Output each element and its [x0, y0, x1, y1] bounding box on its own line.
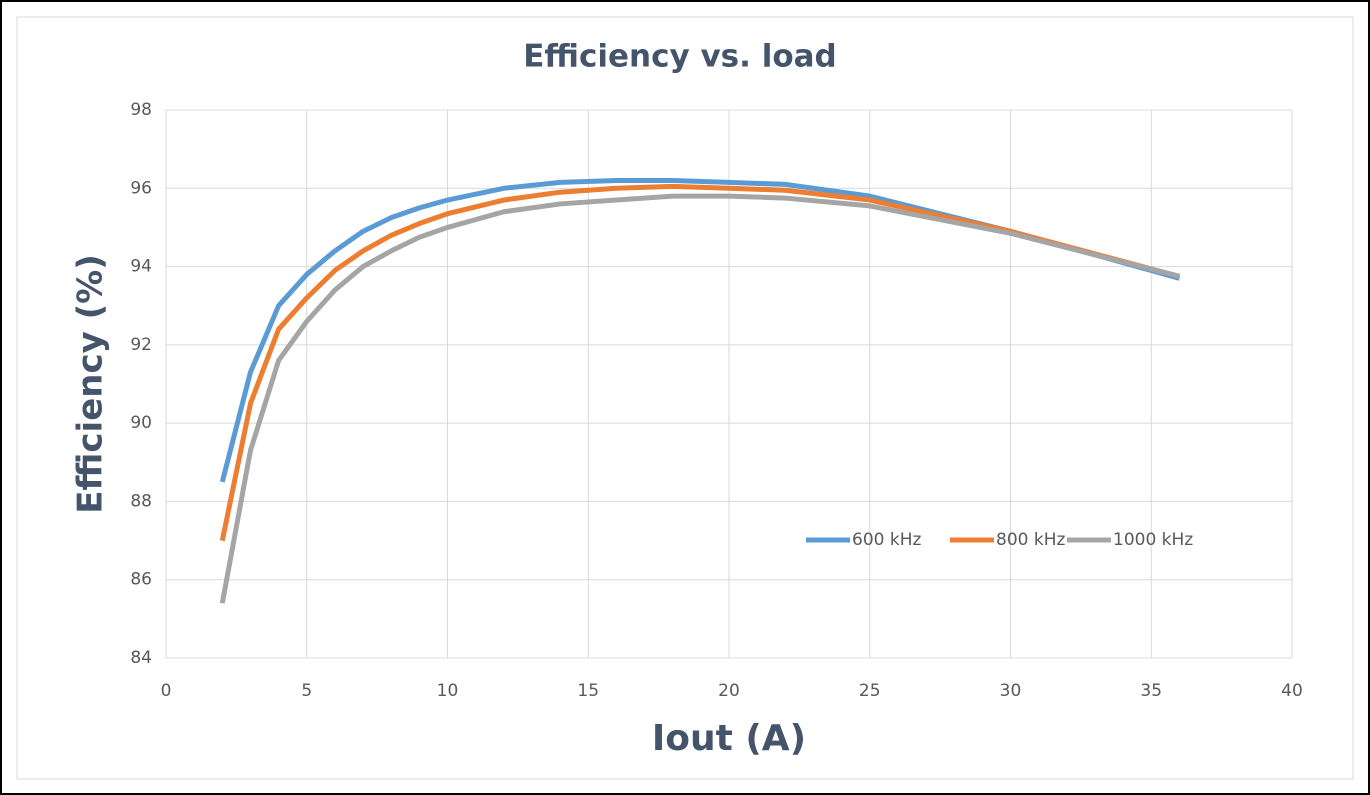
x-tick-label: 35 [1140, 681, 1162, 701]
y-tick-label: 96 [130, 178, 152, 198]
y-tick-label: 90 [130, 413, 152, 433]
x-tick-label: 30 [1000, 681, 1022, 701]
y-tick-label: 98 [130, 100, 152, 120]
chart-title: Efficiency vs. load [523, 39, 836, 75]
legend-label: 1000 kHz [1113, 530, 1193, 550]
x-tick-label: 25 [859, 681, 881, 701]
series-line [219, 183, 1181, 542]
x-axis-title: Iout (A) [652, 718, 806, 759]
y-axis-title: Efficiency (%) [71, 254, 111, 514]
x-tick-label: 10 [437, 681, 459, 701]
y-tick-label: 88 [130, 491, 152, 511]
legend-label: 600 kHz [852, 530, 921, 550]
y-tick-label: 94 [130, 257, 152, 277]
series-line [219, 193, 1181, 604]
y-tick-label: 84 [130, 648, 152, 668]
x-tick-label: 40 [1281, 681, 1303, 701]
legend-label: 800 kHz [996, 530, 1065, 550]
y-tick-label: 86 [130, 570, 152, 590]
chart-frame [16, 16, 1354, 780]
x-tick-label: 20 [718, 681, 740, 701]
y-tick-label: 92 [130, 335, 152, 355]
x-tick-label: 0 [161, 681, 172, 701]
x-tick-label: 15 [577, 681, 599, 701]
x-tick-label: 5 [301, 681, 312, 701]
series-line [219, 177, 1181, 483]
